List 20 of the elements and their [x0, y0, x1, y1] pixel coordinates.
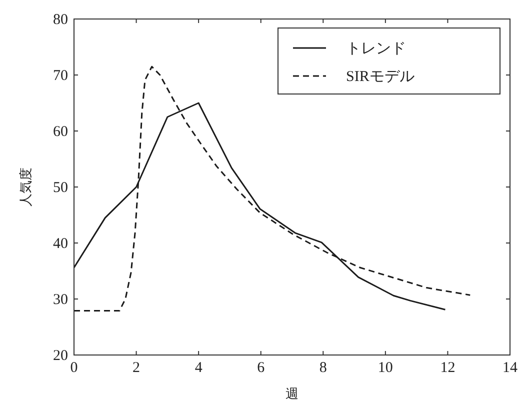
- y-tick-label: 50: [53, 180, 68, 196]
- y-tick-label: 70: [53, 68, 68, 84]
- x-tick-label: 6: [257, 360, 266, 376]
- x-tick-label: 8: [319, 360, 327, 376]
- legend-label: SIRモデル: [346, 69, 414, 85]
- legend-label: トレンド: [346, 41, 406, 57]
- y-tick-label: 40: [53, 236, 68, 252]
- x-tick-label: 14: [502, 360, 518, 376]
- line-series: [73, 66, 471, 312]
- y-tick-label: 30: [53, 292, 68, 308]
- y-tick-label: 60: [53, 124, 68, 140]
- x-axis-title: 週: [286, 386, 298, 401]
- x-tick-label: 4: [194, 360, 203, 376]
- y-axis-title: 人気度: [18, 168, 33, 206]
- x-tick-label: 2: [132, 360, 140, 376]
- x-tick-label: 10: [378, 360, 393, 376]
- y-tick-label: 80: [53, 12, 68, 28]
- x-tick-label: 0: [70, 360, 78, 376]
- y-tick-label: 20: [53, 348, 68, 364]
- x-tick-label: 12: [440, 360, 456, 376]
